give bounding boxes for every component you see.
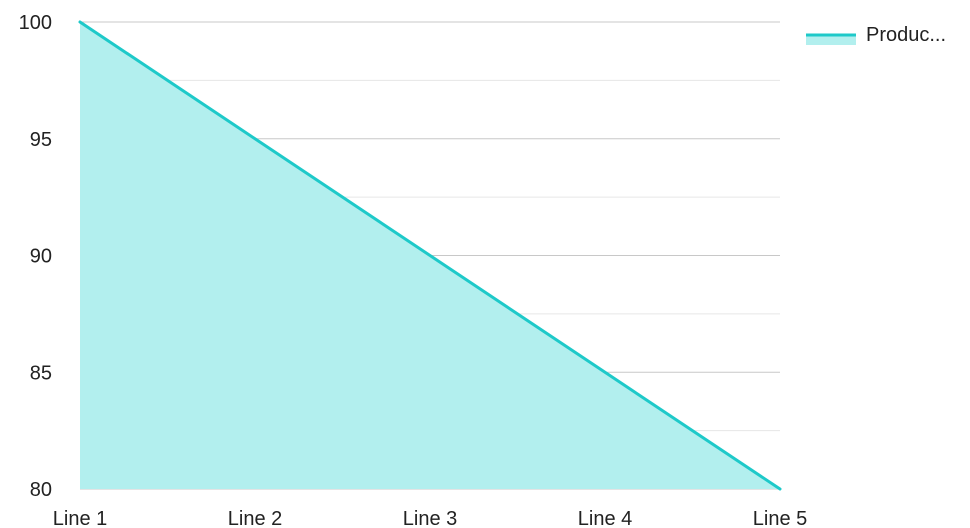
- y-axis: 80 85 90 95 100: [19, 12, 52, 501]
- y-tick-label: 85: [30, 362, 52, 384]
- legend-label: Produc...: [866, 24, 946, 46]
- y-tick-label: 80: [30, 479, 52, 501]
- x-tick-label: Line 5: [753, 508, 808, 528]
- legend-swatch-fill: [806, 35, 856, 45]
- x-tick-label: Line 3: [403, 508, 458, 528]
- y-tick-label: 95: [30, 129, 52, 151]
- y-tick-label: 90: [30, 246, 52, 268]
- x-tick-label: Line 1: [53, 508, 108, 528]
- x-axis: Line 1 Line 2 Line 3 Line 4 Line 5: [53, 508, 808, 528]
- y-tick-label: 100: [19, 12, 52, 34]
- x-tick-label: Line 4: [578, 508, 633, 528]
- legend[interactable]: Produc...: [806, 24, 946, 46]
- area-layer: [78, 20, 782, 491]
- series-line[interactable]: [78, 20, 782, 491]
- x-tick-label: Line 2: [228, 508, 283, 528]
